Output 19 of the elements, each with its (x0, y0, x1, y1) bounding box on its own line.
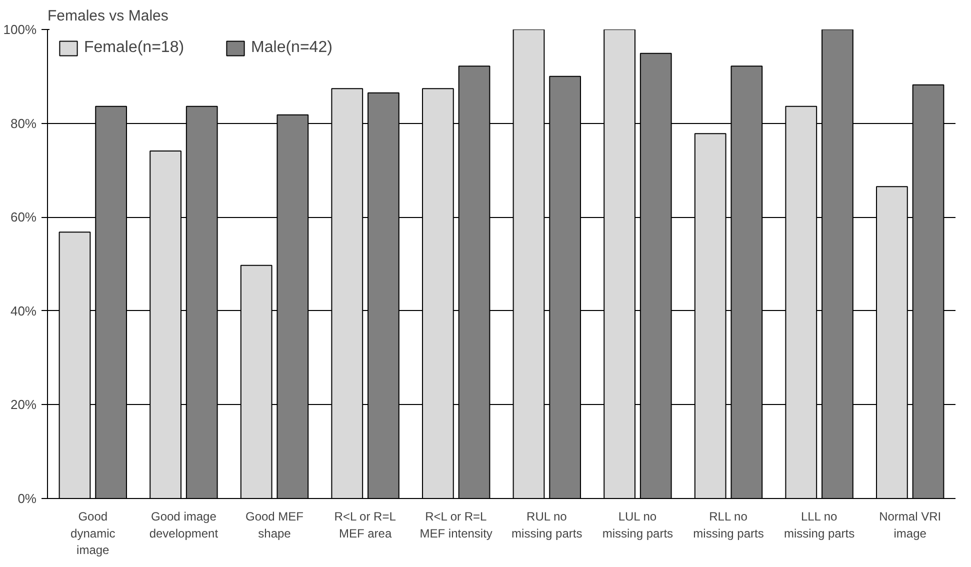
y-tick-label: 40% (10, 303, 37, 318)
x-tick-label: Good dynamic image (70, 510, 116, 558)
chart-title: Females vs Males (48, 8, 168, 24)
x-tick-label: R<L or R=L MEF intensity (420, 510, 492, 540)
legend-label: Female(n=18) (84, 39, 184, 57)
x-tick-label: LLL no missing parts (784, 510, 855, 540)
y-tick-label: 80% (10, 116, 37, 131)
x-tick-label: R<L or R=L MEF area (334, 510, 396, 540)
x-tick-label: Good image development (149, 510, 219, 540)
x-tick-label: Normal VRI image (879, 510, 942, 540)
y-tick-label: 0% (18, 491, 37, 506)
x-tick-label: RUL no missing parts (512, 510, 582, 540)
y-tick-label: 100% (3, 22, 37, 37)
x-tick-label: RLL no missing parts (693, 510, 764, 540)
y-tick-label: 60% (10, 210, 37, 225)
x-tick-label: LUL no missing parts (602, 510, 674, 540)
x-tick-label: Good MEF shape (245, 510, 304, 540)
y-tick-label: 20% (10, 397, 37, 412)
legend-label: Male(n=42) (251, 39, 332, 57)
